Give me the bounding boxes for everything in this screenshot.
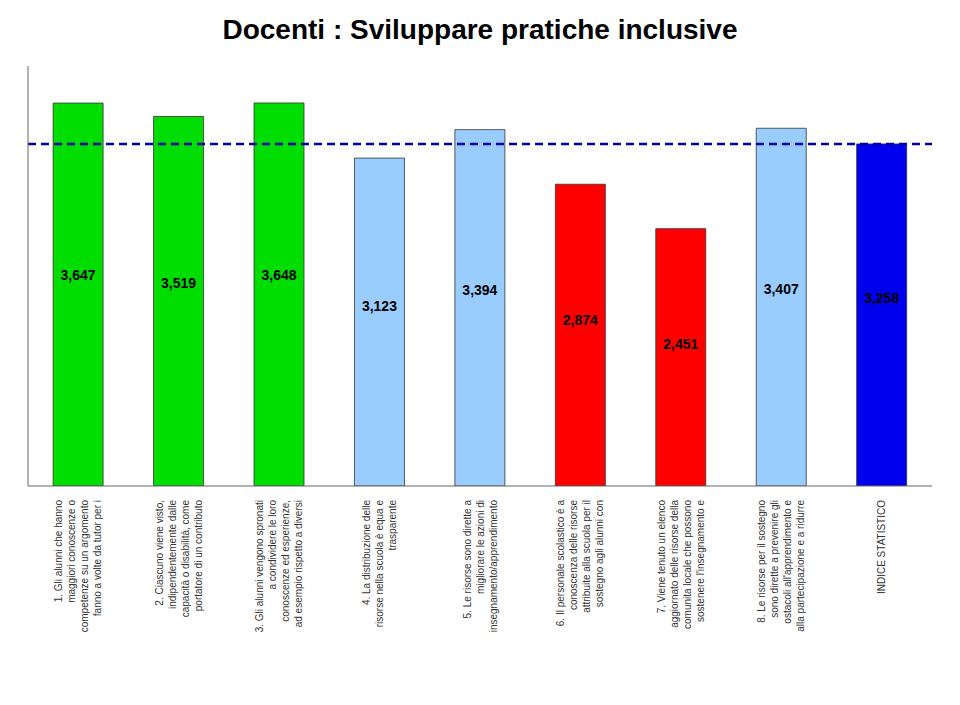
svg-text:3,407: 3,407 [764,281,799,297]
svg-text:8. Le risorse per il sostegnos: 8. Le risorse per il sostegnosono dirett… [756,500,806,632]
svg-text:3,648: 3,648 [261,267,296,283]
svg-text:3,258: 3,258 [864,290,899,306]
svg-text:2,451: 2,451 [663,336,698,352]
svg-text:3,394: 3,394 [462,282,497,298]
svg-text:3,647: 3,647 [61,267,96,283]
svg-text:4. La distribuzione dellerisor: 4. La distribuzione dellerisorse nella s… [361,500,398,628]
svg-text:2. Ciascuno viene visto,indipe: 2. Ciascuno viene visto,indipendentement… [154,500,204,618]
svg-text:6. Il personale scolastico è a: 6. Il personale scolastico è aconoscenza… [555,500,605,627]
html-text:Docenti : Sviluppare pratiche: Docenti : Sviluppare pratiche inclusive [222,14,738,45]
svg-text:INDICE STATISTICO: INDICE STATISTICO [876,500,887,594]
svg-text:2,874: 2,874 [563,312,598,328]
svg-text:1. Gli alunni che hannomaggior: 1. Gli alunni che hannomaggiori conoscen… [53,500,103,633]
svg-text:5. Le risorse sono dirette ami: 5. Le risorse sono dirette amigliorare l… [462,500,499,633]
svg-text:3,519: 3,519 [161,275,196,291]
svg-text:3. Gli alunni vengono spronati: 3. Gli alunni vengono spronatia condivid… [254,500,304,633]
svg-text:3,123: 3,123 [362,298,397,314]
svg-text:7. Viene tenuto un elencoaggio: 7. Viene tenuto un elencoaggiornato dell… [656,500,706,629]
